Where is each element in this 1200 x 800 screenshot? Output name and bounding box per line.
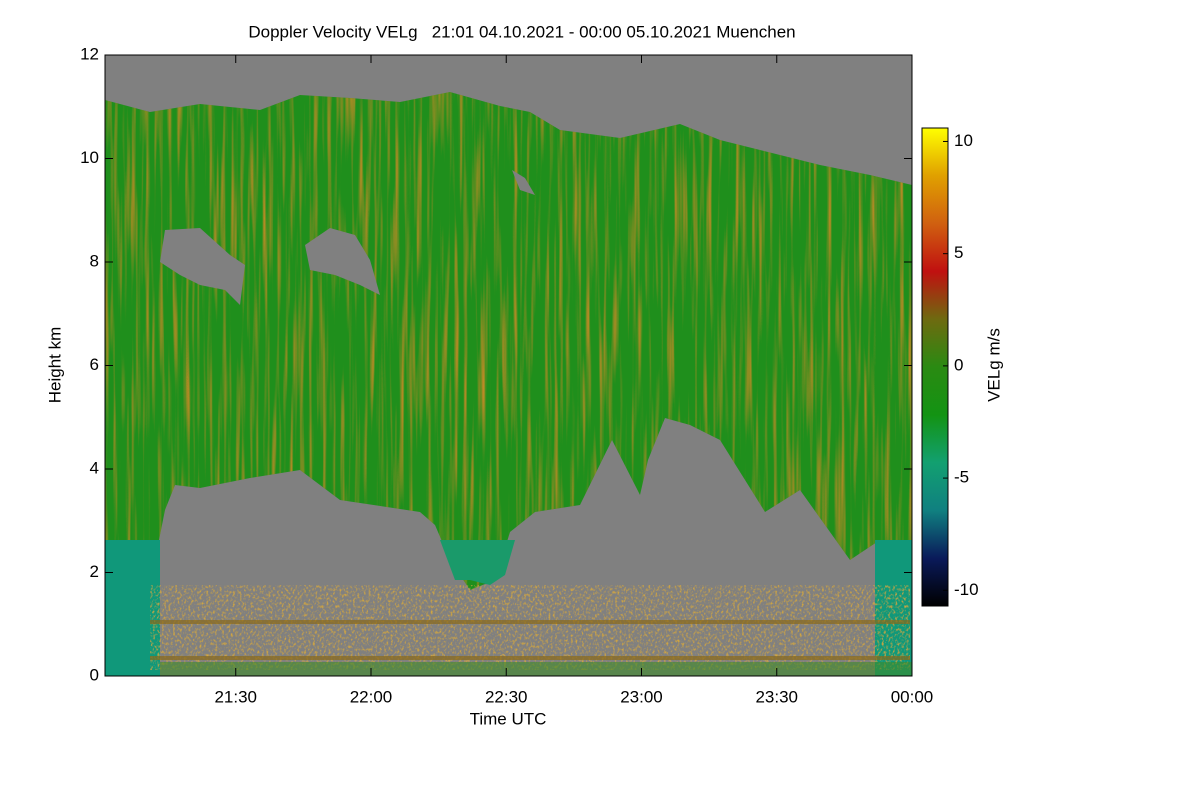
layer	[150, 656, 910, 660]
x-tick-label: 21:30	[214, 687, 257, 706]
gap	[305, 228, 380, 295]
chart-title: Doppler Velocity VELg 21:01 04.10.2021 -…	[248, 22, 795, 41]
gap	[512, 170, 535, 195]
colorbar-tick-label: 5	[954, 243, 963, 262]
x-tick-label: 23:30	[755, 687, 798, 706]
y-axis-label: Height km	[45, 327, 64, 404]
x-axis-label: Time UTC	[470, 709, 547, 728]
field	[105, 55, 912, 676]
x-tick-label: 00:00	[891, 687, 934, 706]
colorbar-tick-label: -5	[954, 468, 969, 487]
y-tick-label: 12	[80, 44, 99, 63]
y-tick-label: 4	[90, 458, 99, 477]
x-tick-label: 22:00	[350, 687, 393, 706]
y-tick-label: 6	[90, 355, 99, 374]
y-tick-label: 0	[90, 665, 99, 684]
layer	[150, 620, 910, 624]
gap	[160, 228, 245, 305]
x-tick-label: 22:30	[485, 687, 528, 706]
low-teal	[440, 540, 515, 585]
colorbar	[921, 127, 949, 607]
colorbar-tick-label: -10	[954, 580, 979, 599]
colorbar-label: VELg m/s	[984, 328, 1003, 402]
x-tick-label: 23:00	[620, 687, 663, 706]
colorbar-tick-label: 10	[954, 131, 973, 150]
colorbar-tick-label: 0	[954, 355, 963, 374]
low-speckle	[150, 585, 910, 670]
y-tick-label: 2	[90, 562, 99, 581]
y-tick-label: 8	[90, 251, 99, 270]
y-tick-label: 10	[80, 148, 99, 167]
ground-layer	[160, 662, 912, 676]
